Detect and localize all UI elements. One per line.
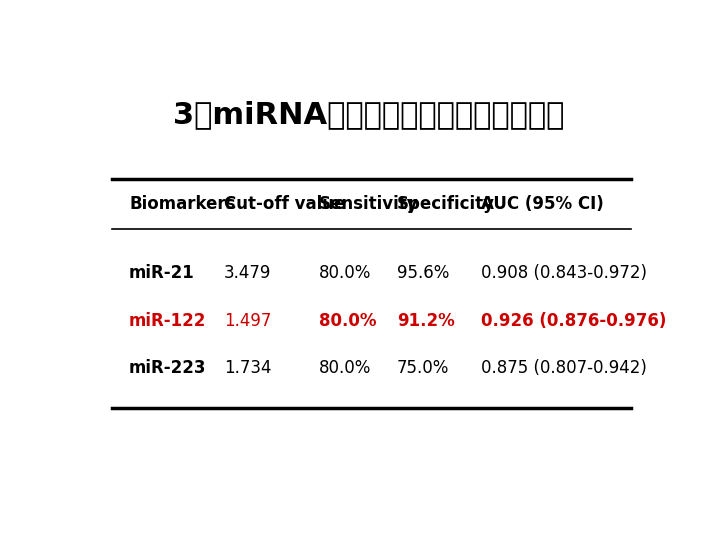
Text: 75.0%: 75.0% xyxy=(397,359,449,377)
Text: 0.926 (0.876-0.976): 0.926 (0.876-0.976) xyxy=(481,312,666,329)
Text: 1.497: 1.497 xyxy=(224,312,271,329)
Text: 80.0%: 80.0% xyxy=(319,312,377,329)
Text: 80.0%: 80.0% xyxy=(319,264,371,282)
Text: Biomarkers: Biomarkers xyxy=(129,195,235,213)
Text: 0.908 (0.843-0.972): 0.908 (0.843-0.972) xyxy=(481,264,647,282)
Text: 3种miRNA作为慢性乙肝诊断指标的评价: 3种miRNA作为慢性乙肝诊断指标的评价 xyxy=(174,100,564,129)
Text: 3.479: 3.479 xyxy=(224,264,271,282)
Text: 91.2%: 91.2% xyxy=(397,312,454,329)
Text: miR-21: miR-21 xyxy=(129,264,195,282)
Text: miR-223: miR-223 xyxy=(129,359,207,377)
Text: miR-122: miR-122 xyxy=(129,312,207,329)
Text: 95.6%: 95.6% xyxy=(397,264,449,282)
Text: Sensitivity: Sensitivity xyxy=(319,195,418,213)
Text: 80.0%: 80.0% xyxy=(319,359,371,377)
Text: 0.875 (0.807-0.942): 0.875 (0.807-0.942) xyxy=(481,359,647,377)
Text: 1.734: 1.734 xyxy=(224,359,271,377)
Text: Cut-off value: Cut-off value xyxy=(224,195,346,213)
Text: Specificity: Specificity xyxy=(397,195,495,213)
Text: AUC (95% CI): AUC (95% CI) xyxy=(481,195,603,213)
